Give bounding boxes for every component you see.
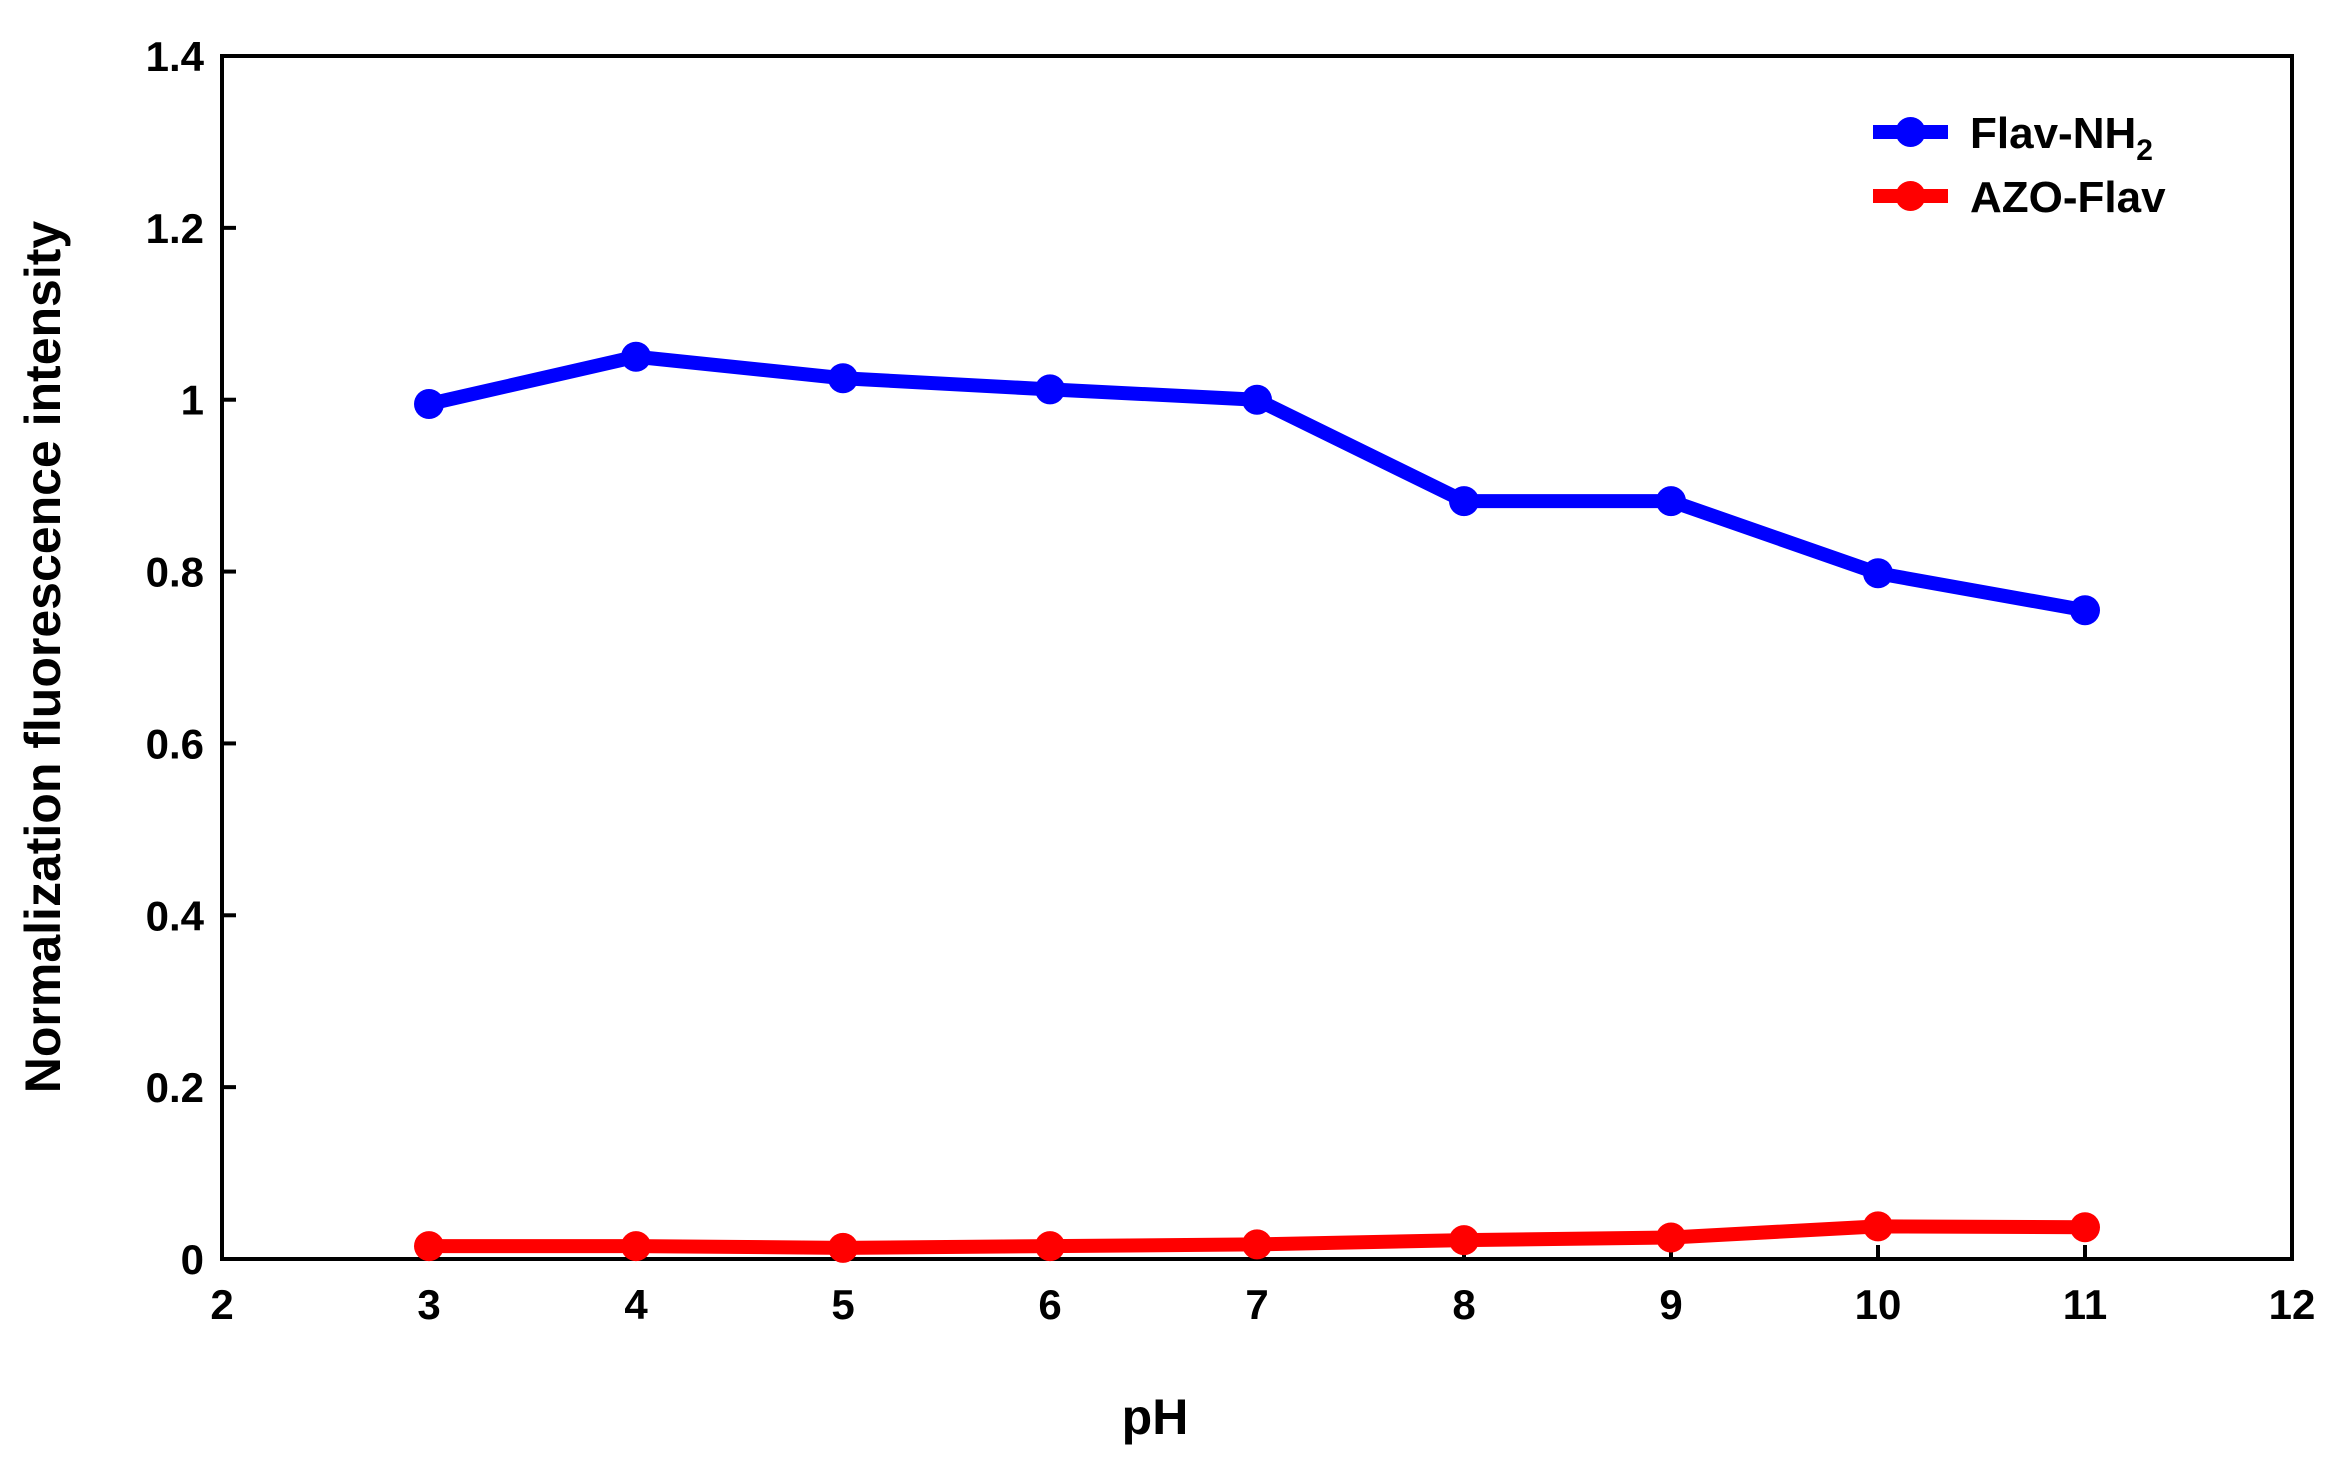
- data-point: [1449, 1225, 1479, 1256]
- y-tick-label: 1: [181, 377, 204, 424]
- plot-area: [220, 54, 2294, 1261]
- data-point: [621, 341, 651, 372]
- x-tick-label: 3: [417, 1281, 440, 1328]
- series-2: [414, 1211, 2100, 1263]
- legend-label: Flav-NH2: [1970, 109, 2153, 167]
- data-point: [828, 363, 858, 394]
- y-axis-title: Normalization fluorescence intensity: [15, 221, 71, 1094]
- data-point: [1449, 486, 1479, 517]
- series-layer: [414, 341, 2100, 1263]
- x-tick-label: 11: [2063, 1281, 2107, 1328]
- x-tick-label: 6: [1038, 1281, 1061, 1328]
- data-point: [1863, 558, 1893, 589]
- x-tick-label: 5: [831, 1281, 854, 1328]
- y-tick-label: 0.2: [146, 1064, 204, 1111]
- x-tick-label: 12: [2269, 1281, 2316, 1328]
- y-tick-label: 0.4: [146, 892, 205, 939]
- y-axis-ticks: 0 0.2 0.4 0.6 0.8 1 1.2 1.4: [146, 33, 236, 1283]
- series-1: [414, 341, 2100, 626]
- data-point: [414, 1231, 444, 1262]
- data-point: [2070, 1212, 2100, 1243]
- data-point: [2070, 595, 2100, 626]
- legend-label: AZO-Flav: [1970, 173, 2166, 222]
- legend-swatch-marker: [1895, 181, 1926, 211]
- data-point: [1242, 1229, 1272, 1260]
- x-tick-label: 9: [1659, 1281, 1682, 1328]
- y-tick-label: 1.2: [146, 205, 204, 252]
- x-axis-title: pH: [1122, 1389, 1189, 1445]
- y-tick-label: 0: [181, 1236, 204, 1283]
- data-point: [828, 1232, 858, 1263]
- y-tick-label: 0.6: [146, 720, 204, 767]
- data-point: [1656, 486, 1686, 517]
- x-tick-label: 4: [624, 1281, 648, 1328]
- data-point: [1863, 1211, 1893, 1242]
- x-tick-label: 10: [1855, 1281, 1902, 1328]
- legend: Flav-NH2 AZO-Flav: [1873, 109, 2166, 222]
- x-tick-label: 7: [1245, 1281, 1268, 1328]
- data-point: [1242, 384, 1272, 415]
- legend-item: AZO-Flav: [1873, 173, 2166, 222]
- data-point: [414, 389, 444, 420]
- x-tick-label: 2: [210, 1281, 233, 1328]
- legend-item: Flav-NH2: [1873, 109, 2153, 167]
- legend-swatch-marker: [1895, 117, 1926, 147]
- data-point: [621, 1231, 651, 1262]
- x-tick-label: 8: [1452, 1281, 1475, 1328]
- data-point: [1656, 1222, 1686, 1253]
- data-point: [1035, 374, 1065, 405]
- y-tick-label: 1.4: [146, 33, 205, 80]
- y-tick-label: 0.8: [146, 549, 204, 596]
- data-point: [1035, 1231, 1065, 1262]
